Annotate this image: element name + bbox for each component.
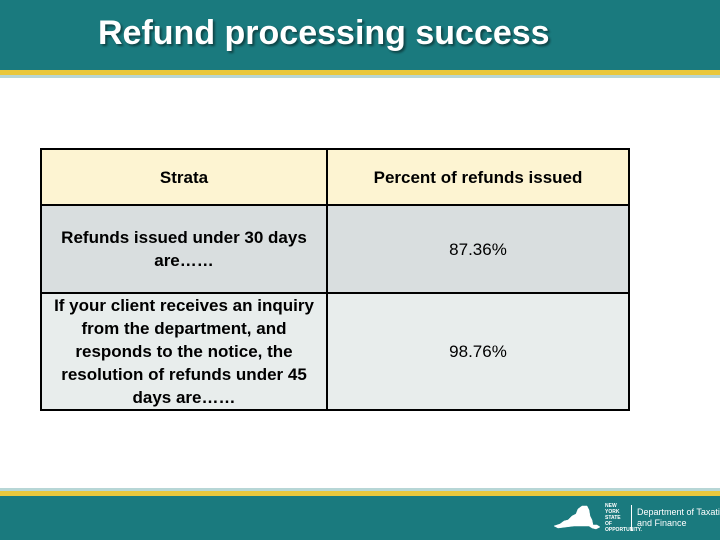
percent-cell: 87.36% (326, 204, 630, 294)
percent-cell: 98.76% (326, 292, 630, 411)
footer-accent-stripe (0, 491, 720, 496)
logo-state-text: NEW YORK STATE OF OPPORTUNITY. (605, 503, 642, 533)
logo-department-text: Department of Taxation and Finance (637, 507, 720, 528)
column-header-percent: Percent of refunds issued (326, 148, 630, 206)
logo-divider (631, 505, 632, 531)
new-york-state-outline-icon (553, 505, 601, 530)
strata-cell: Refunds issued under 30 days are…… (40, 204, 328, 294)
page-title: Refund processing success (98, 14, 550, 52)
header-light-stripe (0, 75, 720, 78)
refund-table: Strata Percent of refunds issued Refunds… (40, 148, 630, 411)
department-logo: NEW YORK STATE OF OPPORTUNITY. Departmen… (552, 503, 720, 533)
footer-light-stripe (0, 488, 720, 491)
header-accent-stripe (0, 70, 720, 75)
table-row: If your client receives an inquiry from … (40, 292, 630, 411)
column-header-strata: Strata (40, 148, 328, 206)
header-bar (0, 0, 720, 70)
table-header-row: Strata Percent of refunds issued (40, 148, 630, 206)
strata-cell: If your client receives an inquiry from … (40, 292, 328, 411)
footer-bar (0, 496, 720, 540)
table-row: Refunds issued under 30 days are…… 87.36… (40, 204, 630, 294)
